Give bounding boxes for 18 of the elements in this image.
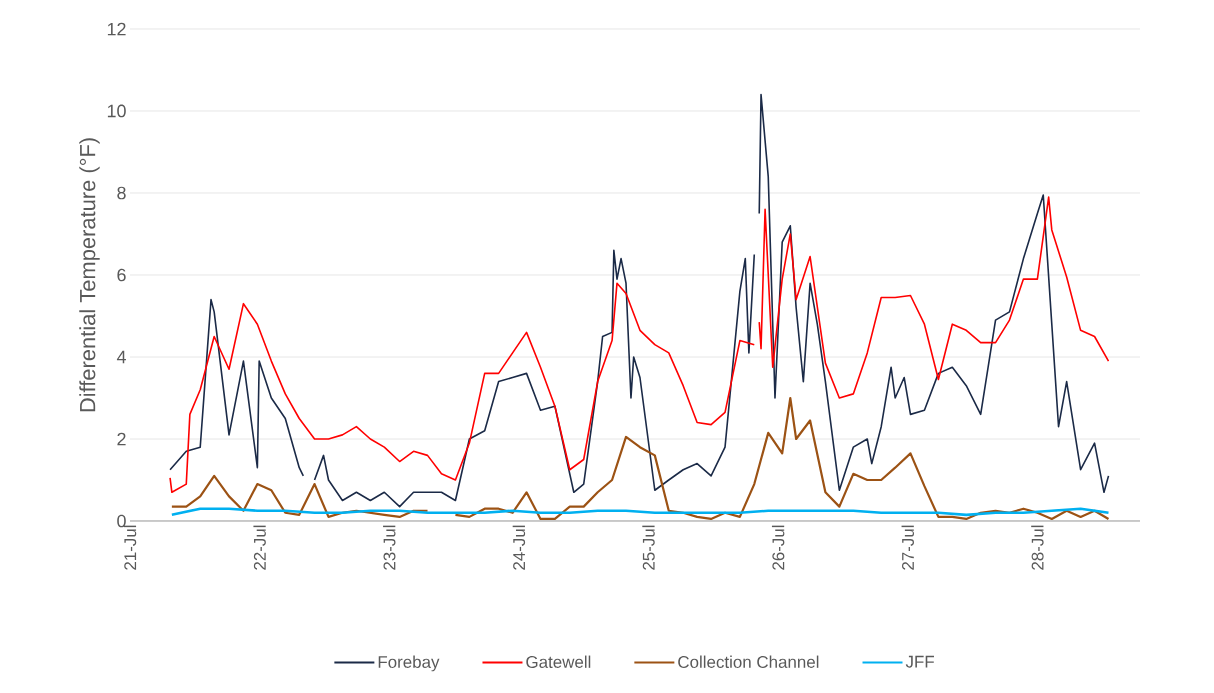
x-tick-label: 28-Jul (1031, 525, 1044, 570)
x-tick-label: 22-Jul (253, 525, 266, 570)
x-tick-label: 27-Jul (901, 525, 914, 570)
y-tick-label: 4 (116, 350, 126, 364)
x-tick-label: 25-Jul (642, 525, 655, 570)
x-tick-label: 23-Jul (383, 525, 396, 570)
y-axis-title: Differential Temperature (°F) (79, 138, 100, 412)
legend-label: Collection Channel (678, 655, 819, 668)
y-tick-label: 8 (117, 186, 126, 200)
legend-label: Forebay (378, 655, 440, 672)
y-tick-label: 10 (107, 104, 126, 118)
y-tick-label: 6 (117, 268, 126, 282)
legend-label: Gatewell (526, 655, 591, 668)
x-tick-label: 26-Jul (771, 525, 785, 570)
y-tick-label: 12 (107, 22, 126, 36)
legend-label: JFF (905, 655, 934, 668)
x-tick-label: 24-Jul (512, 525, 526, 570)
y-tick-label: 2 (117, 432, 126, 446)
